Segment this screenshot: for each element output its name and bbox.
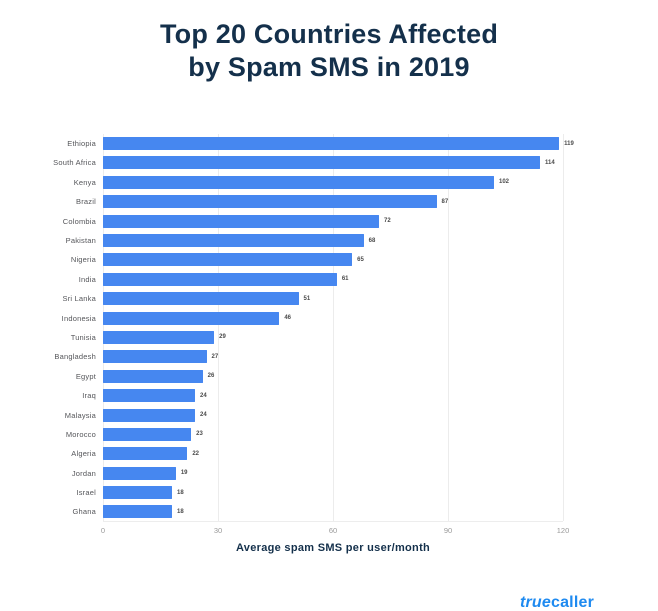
- bar-row: Ghana 18: [72, 502, 563, 521]
- bar: 102: [103, 175, 509, 189]
- value-label: 24: [200, 392, 207, 399]
- bar: 23: [103, 427, 203, 441]
- bar: 51: [103, 292, 310, 306]
- bar: 46: [103, 311, 291, 325]
- gridline: [563, 133, 564, 521]
- category-label: Pakistan: [65, 236, 96, 246]
- bar: 22: [103, 447, 199, 461]
- value-label: 18: [177, 489, 184, 496]
- bar: 68: [103, 234, 375, 248]
- value-label: 51: [303, 295, 311, 302]
- x-axis-tick: 60: [328, 525, 338, 535]
- bar-row: Morocco 23: [66, 425, 563, 444]
- bar: 19: [103, 466, 188, 480]
- category-label: Sri Lanka: [62, 294, 96, 304]
- bar-row: Malaysia 24: [65, 405, 563, 424]
- value-label: 114: [545, 159, 555, 166]
- bar-row: Bangladesh 27: [54, 347, 563, 366]
- bar-row: Jordan 19: [72, 464, 563, 483]
- bar-row: India 61: [79, 270, 563, 289]
- bar: 18: [103, 505, 184, 519]
- bar: 24: [103, 389, 207, 403]
- value-label: 72: [384, 218, 391, 225]
- bar-row: Algeria 22: [71, 444, 563, 463]
- x-axis-tick: 120: [556, 525, 570, 535]
- x-axis-tick: 90: [443, 525, 453, 535]
- bar-row: Nigeria 65: [71, 250, 563, 269]
- truecaller-logo-script: true: [519, 594, 551, 611]
- category-label: Ethiopia: [67, 139, 96, 149]
- bar: 24: [103, 408, 207, 422]
- bar-row: South Africa 114: [53, 153, 563, 172]
- bar-row: Indonesia 46: [62, 308, 563, 327]
- x-axis-title: Average spam SMS per user/month: [235, 541, 431, 554]
- category-label: Malaysia: [64, 410, 96, 420]
- category-label: Tunisia: [70, 332, 96, 342]
- infographic-page: Top 20 Countries Affected by Spam SMS in…: [0, 18, 658, 611]
- bar-row: Pakistan 68: [66, 231, 563, 250]
- category-label: India: [78, 274, 96, 284]
- value-label: 27: [211, 353, 219, 360]
- bar-row: Brazil 87: [76, 192, 563, 211]
- value-label: 24: [200, 412, 207, 419]
- category-label: Egypt: [75, 371, 96, 381]
- value-label: 65: [357, 256, 364, 263]
- category-label: Morocco: [65, 429, 96, 439]
- bar: 87: [103, 195, 448, 209]
- bar: 27: [103, 350, 218, 364]
- bar: 119: [103, 137, 574, 151]
- category-label: Nigeria: [70, 255, 96, 265]
- category-label: Bangladesh: [54, 352, 96, 362]
- chart-title-line1: Top 20 Countries Affected: [159, 19, 499, 49]
- bar-row: Sri Lanka 51: [63, 289, 563, 308]
- value-label: 119: [564, 140, 574, 147]
- x-axis-tick: 30: [213, 525, 223, 535]
- bar-row: Colombia 72: [63, 211, 563, 230]
- value-label: 19: [180, 470, 188, 477]
- x-axis-tick: 0: [100, 525, 106, 535]
- bar: 114: [103, 156, 555, 170]
- value-label: 26: [207, 373, 215, 380]
- value-label: 102: [499, 179, 510, 186]
- bar: 18: [103, 486, 184, 500]
- bar-row: Egypt 26: [76, 367, 563, 386]
- truecaller-logo-rest: caller: [550, 594, 594, 611]
- bar: 29: [103, 330, 226, 344]
- category-label: Ghana: [72, 507, 96, 517]
- value-label: 68: [368, 237, 376, 244]
- category-label: Jordan: [71, 468, 96, 478]
- value-label: 61: [341, 276, 349, 283]
- category-label: Brazil: [76, 197, 96, 207]
- bar-row: Iraq 24: [82, 386, 563, 405]
- category-label: Israel: [76, 488, 96, 498]
- bar: 72: [103, 214, 391, 228]
- bar: 26: [103, 369, 214, 383]
- value-label: 87: [441, 198, 449, 205]
- category-label: Iraq: [82, 391, 96, 401]
- plot-area: Ethiopia 119 South Africa 114 Kenya 102 Brazil…: [53, 133, 574, 522]
- chart-title-line2: by Spam SMS in 2019: [188, 51, 470, 82]
- value-label: 29: [219, 334, 226, 341]
- bar-row: Israel 18: [76, 483, 563, 502]
- category-label: Kenya: [73, 177, 96, 187]
- category-label: Algeria: [71, 449, 96, 459]
- value-label: 23: [196, 431, 203, 438]
- value-label: 46: [284, 315, 292, 322]
- bar-row: Tunisia 29: [71, 328, 563, 347]
- value-label: 22: [192, 450, 200, 457]
- bar: 65: [103, 253, 364, 267]
- bar: 61: [103, 272, 349, 286]
- x-axis-ticks: 0 30 60 90 120: [100, 522, 569, 537]
- category-label: Colombia: [62, 216, 96, 226]
- truecaller-logo: truecaller: [520, 594, 594, 611]
- bar-row: Kenya 102: [74, 173, 563, 192]
- category-label: South Africa: [53, 158, 96, 168]
- bar-row: Ethiopia 119: [67, 134, 574, 153]
- category-label: Indonesia: [61, 313, 96, 323]
- value-label: 18: [177, 508, 184, 515]
- chart-title: Top 20 Countries Affected by Spam SMS in…: [0, 18, 658, 84]
- bar-chart: Ethiopia 119 South Africa 114 Kenya 102 Brazil…: [0, 133, 658, 554]
